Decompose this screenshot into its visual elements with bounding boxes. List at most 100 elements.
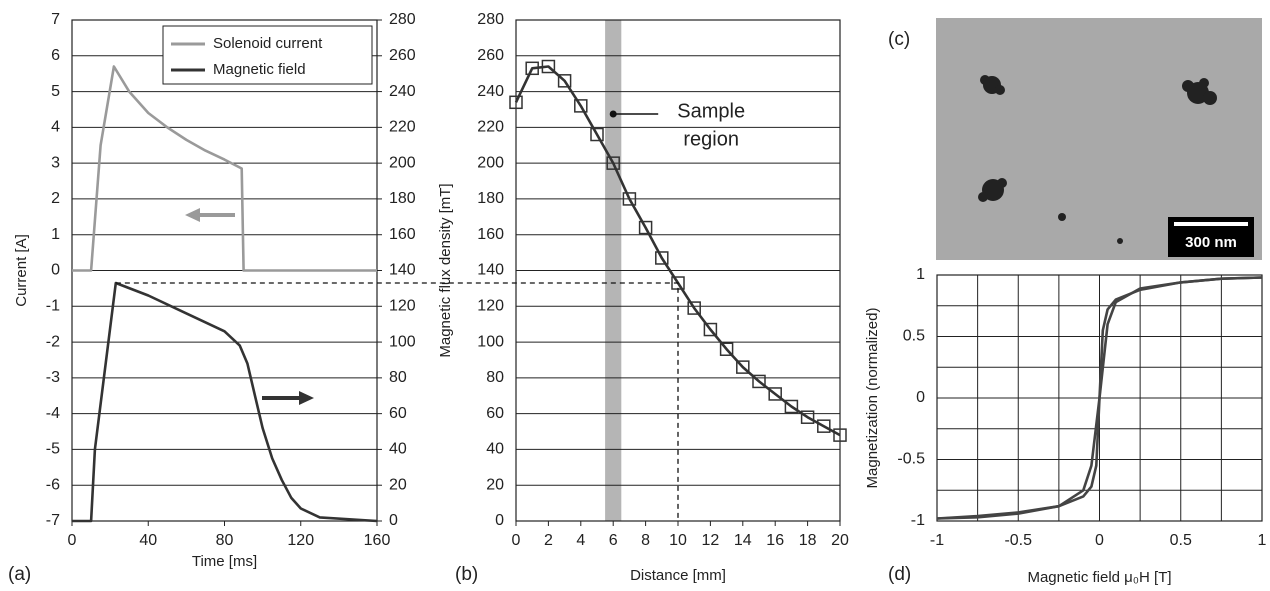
x-axis-label: Magnetic field μ₀H [T] — [1027, 569, 1171, 586]
y-tick-label: 60 — [486, 405, 504, 422]
y-tick-label: 160 — [477, 226, 504, 243]
y-tick-label: 220 — [477, 119, 504, 136]
y2-tick-label: 100 — [389, 333, 416, 350]
panel-label: (d) — [888, 564, 911, 585]
data-point — [574, 99, 588, 113]
x-tick-label: 20 — [831, 532, 849, 549]
legend-label: Magnetic field — [213, 61, 306, 78]
guide-line — [115, 282, 679, 521]
data-line — [72, 65, 377, 272]
y-tick-label: -5 — [46, 441, 60, 458]
y2-tick-label: 0 — [389, 512, 398, 529]
x-tick-label: 18 — [799, 532, 817, 549]
x-tick-label: 4 — [576, 532, 585, 549]
arrow-head — [299, 391, 314, 405]
data-point — [703, 322, 718, 337]
x-tick-label: 14 — [734, 532, 752, 549]
y-axis-label: Magnetic flux density [mT] — [437, 183, 454, 357]
x-axis-label: Time [ms] — [192, 553, 257, 570]
data-point — [638, 220, 653, 235]
y-tick-label: 40 — [486, 441, 504, 458]
y-tick-label: 6 — [51, 47, 60, 64]
micrograph: 300 nm — [936, 18, 1262, 260]
x-tick-label: 12 — [702, 532, 720, 549]
x-tick-label: 1 — [1258, 532, 1267, 549]
y-tick-label: 280 — [477, 11, 504, 28]
x-tick-label: 6 — [609, 532, 618, 549]
y2-tick-label: 200 — [389, 154, 416, 171]
y-tick-label: 200 — [477, 154, 504, 171]
y-tick-label: 0 — [916, 389, 925, 406]
x-tick-label: 0 — [1095, 532, 1104, 549]
y-tick-label: 0 — [495, 512, 504, 529]
panel-label: (b) — [455, 564, 478, 585]
y-tick-label: -3 — [46, 369, 60, 386]
data-line — [936, 276, 1263, 520]
annotation: Sample — [677, 100, 745, 122]
data-point — [509, 95, 523, 110]
y2-tick-label: 140 — [389, 262, 416, 279]
data-point — [784, 399, 799, 414]
arrows — [185, 208, 314, 405]
data-point — [768, 387, 782, 401]
y-tick-label: 140 — [477, 262, 504, 279]
legend-label: Solenoid current — [213, 35, 323, 52]
x-tick-label: 16 — [766, 532, 784, 549]
data-point — [800, 410, 815, 424]
y2-tick-label: 180 — [389, 190, 416, 207]
data-point — [541, 59, 556, 74]
x-tick-label: 10 — [669, 532, 687, 549]
arrow-head — [185, 208, 200, 222]
x-tick-label: 160 — [364, 532, 391, 549]
y-tick-label: 7 — [51, 11, 60, 28]
data-point — [606, 156, 620, 170]
x-tick-label: -0.5 — [1004, 532, 1032, 549]
y-tick-label: -1 — [46, 298, 60, 315]
y-tick-label: 5 — [51, 83, 60, 100]
y-tick-label: 120 — [477, 298, 504, 315]
y-tick-label: -4 — [46, 405, 60, 422]
y-tick-label: 2 — [51, 190, 60, 207]
y-tick-label: 20 — [486, 476, 504, 493]
y-tick-label: -6 — [46, 476, 60, 493]
panel-label: (c) — [888, 29, 910, 50]
y2-tick-label: 120 — [389, 298, 416, 315]
x-tick-label: 2 — [544, 532, 553, 549]
y2-tick-label: 240 — [389, 83, 416, 100]
data-point — [833, 428, 847, 442]
y-tick-label: 0 — [51, 262, 60, 279]
y2-tick-label: 20 — [389, 476, 407, 493]
plot-frame — [936, 274, 1263, 522]
data-point — [655, 251, 669, 265]
y-axis-label: Current [A] — [13, 234, 30, 307]
x-tick-label: 8 — [641, 532, 650, 549]
y-tick-label: 1 — [916, 266, 925, 283]
data-point — [590, 127, 604, 142]
data-point — [719, 342, 734, 356]
y-tick-label: 1 — [51, 226, 60, 243]
data-line — [72, 281, 378, 523]
y2-tick-label: 60 — [389, 405, 407, 422]
x-tick-label: 40 — [139, 532, 157, 549]
x-tick-label: 0 — [512, 532, 521, 549]
panel-label: (a) — [8, 564, 31, 585]
y-tick-label: 240 — [477, 83, 504, 100]
y-axis-label: Magnetization (normalized) — [864, 308, 881, 489]
x-tick-label: 0 — [68, 532, 77, 549]
x-tick-label: 0.5 — [1170, 532, 1192, 549]
annotation: region — [683, 128, 739, 150]
y2-tick-label: 220 — [389, 119, 416, 136]
y-tick-label: 100 — [477, 333, 504, 350]
y2-tick-label: 280 — [389, 11, 416, 28]
data-point — [687, 301, 701, 315]
y-tick-label: -7 — [46, 512, 60, 529]
y-tick-label: -1 — [911, 512, 925, 529]
plot-frame — [515, 19, 841, 522]
y2-tick-label: 260 — [389, 47, 416, 64]
scale-bar-label: 300 nm — [1185, 234, 1237, 251]
data-point — [817, 419, 831, 433]
y-tick-label: 3 — [51, 154, 60, 171]
x-tick-label: 80 — [216, 532, 234, 549]
